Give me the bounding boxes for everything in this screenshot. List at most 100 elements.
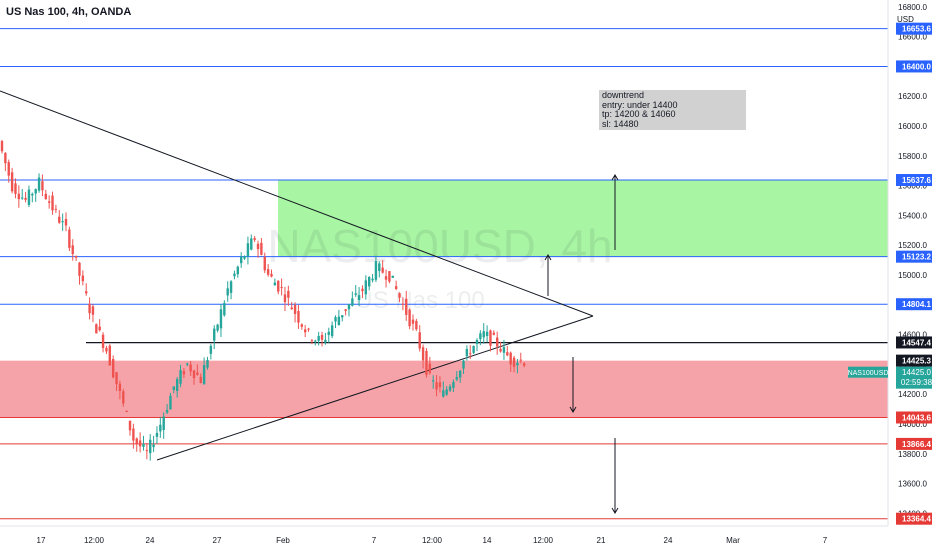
candle-body xyxy=(330,325,334,337)
candle-body xyxy=(199,376,202,384)
target-arrow-down-2-head xyxy=(611,507,619,514)
candle-body xyxy=(152,444,155,448)
candle-body xyxy=(448,386,452,391)
level-price-label: 14425.3 xyxy=(902,357,931,366)
candle-body xyxy=(250,238,253,250)
candle-body xyxy=(398,293,401,298)
lower-trendline xyxy=(156,315,594,461)
candle-body xyxy=(317,335,320,341)
candle-body xyxy=(300,324,304,327)
y-tick-label: 15200.0 xyxy=(898,241,927,250)
candle-body xyxy=(432,380,435,382)
x-tick-label: 12:00 xyxy=(533,536,554,545)
annotation-line: entry: under 14400 xyxy=(602,99,678,110)
candle-body xyxy=(341,315,344,318)
x-tick-label: 24 xyxy=(664,536,673,545)
x-tick-label: 7 xyxy=(372,536,377,545)
candle-body xyxy=(88,303,91,314)
candle-body xyxy=(428,363,432,373)
chart-title: US Nas 100, 4h, OANDA xyxy=(6,6,132,18)
time-axis xyxy=(0,526,932,550)
candle-body xyxy=(122,391,125,404)
candle-body xyxy=(371,278,374,281)
candle-body xyxy=(41,181,44,191)
candle-body xyxy=(421,347,425,361)
candle-body xyxy=(418,332,421,349)
candle-body xyxy=(47,201,51,203)
candle-body xyxy=(101,334,105,349)
candle-body xyxy=(388,271,391,282)
candle-body xyxy=(455,377,458,380)
candle-body xyxy=(263,256,266,271)
y-tick-label: 13600.0 xyxy=(898,480,927,489)
annotation-line: sl: 14480 xyxy=(602,118,639,129)
level-price-label: 14547.4 xyxy=(902,338,931,347)
candle-body xyxy=(169,395,172,410)
candle-body xyxy=(347,304,351,310)
candle-body xyxy=(202,365,206,385)
watermark-symbol: NAS100USD, 4h xyxy=(267,220,612,272)
candle-body xyxy=(0,141,4,152)
annotation-line: downtrend xyxy=(602,90,645,100)
candle-body xyxy=(499,348,502,352)
y-tick-label: 16200.0 xyxy=(898,92,927,101)
candle-body xyxy=(266,269,270,275)
x-tick-label: 27 xyxy=(213,536,222,545)
level-price-label: 14043.6 xyxy=(902,414,931,423)
candle-body xyxy=(34,189,37,194)
y-tick-label: 14000.0 xyxy=(898,420,927,429)
candle-body xyxy=(435,382,438,390)
candle-body xyxy=(226,288,229,296)
candle-body xyxy=(95,324,98,334)
candle-body xyxy=(509,352,512,365)
candle-body xyxy=(337,316,341,326)
candle-body xyxy=(236,266,240,275)
candle-body xyxy=(492,332,496,335)
y-tick-label: 15400.0 xyxy=(898,211,927,220)
candle-body xyxy=(37,177,41,191)
candle-body xyxy=(502,347,506,353)
candle-body xyxy=(64,219,68,226)
y-tick-label: 14600.0 xyxy=(898,331,927,340)
candle-body xyxy=(408,309,411,327)
y-tick-label: 15600.0 xyxy=(898,182,927,191)
candle-body xyxy=(351,298,354,306)
candle-body xyxy=(378,263,381,272)
candle-body xyxy=(401,303,405,305)
candle-body xyxy=(135,438,138,444)
candle-body xyxy=(196,372,199,375)
candle-body xyxy=(115,372,118,385)
candle-body xyxy=(283,294,287,303)
candle-body xyxy=(522,363,526,366)
candle-body xyxy=(132,428,135,441)
y-tick-label: 15800.0 xyxy=(898,152,927,161)
candle-body xyxy=(162,416,165,431)
candle-body xyxy=(297,310,300,323)
candle-body xyxy=(192,370,196,379)
candle-body xyxy=(246,243,250,257)
candle-body xyxy=(452,381,455,388)
candle-body xyxy=(186,363,189,365)
candle-body xyxy=(125,411,128,413)
candle-body xyxy=(314,340,317,342)
candle-body xyxy=(172,386,176,390)
candle-body xyxy=(175,379,179,391)
candle-body xyxy=(445,389,448,395)
candle-body xyxy=(219,309,223,329)
candle-body xyxy=(223,303,226,316)
candle-body xyxy=(270,273,273,277)
x-tick-label: 24 xyxy=(146,536,155,545)
symbol-tag xyxy=(848,366,888,378)
level-price-tag xyxy=(896,60,932,73)
candle-body xyxy=(320,334,324,340)
candle-body xyxy=(519,359,522,361)
level-price-label: 16400.0 xyxy=(902,62,931,71)
candle-body xyxy=(17,193,21,200)
candle-body xyxy=(78,262,81,276)
countdown-label: 02:59:38 xyxy=(901,378,932,387)
y-tick-label: 16600.0 xyxy=(898,33,927,42)
candle-body xyxy=(155,432,159,437)
candle-body xyxy=(243,256,246,259)
candle-body xyxy=(159,424,162,432)
